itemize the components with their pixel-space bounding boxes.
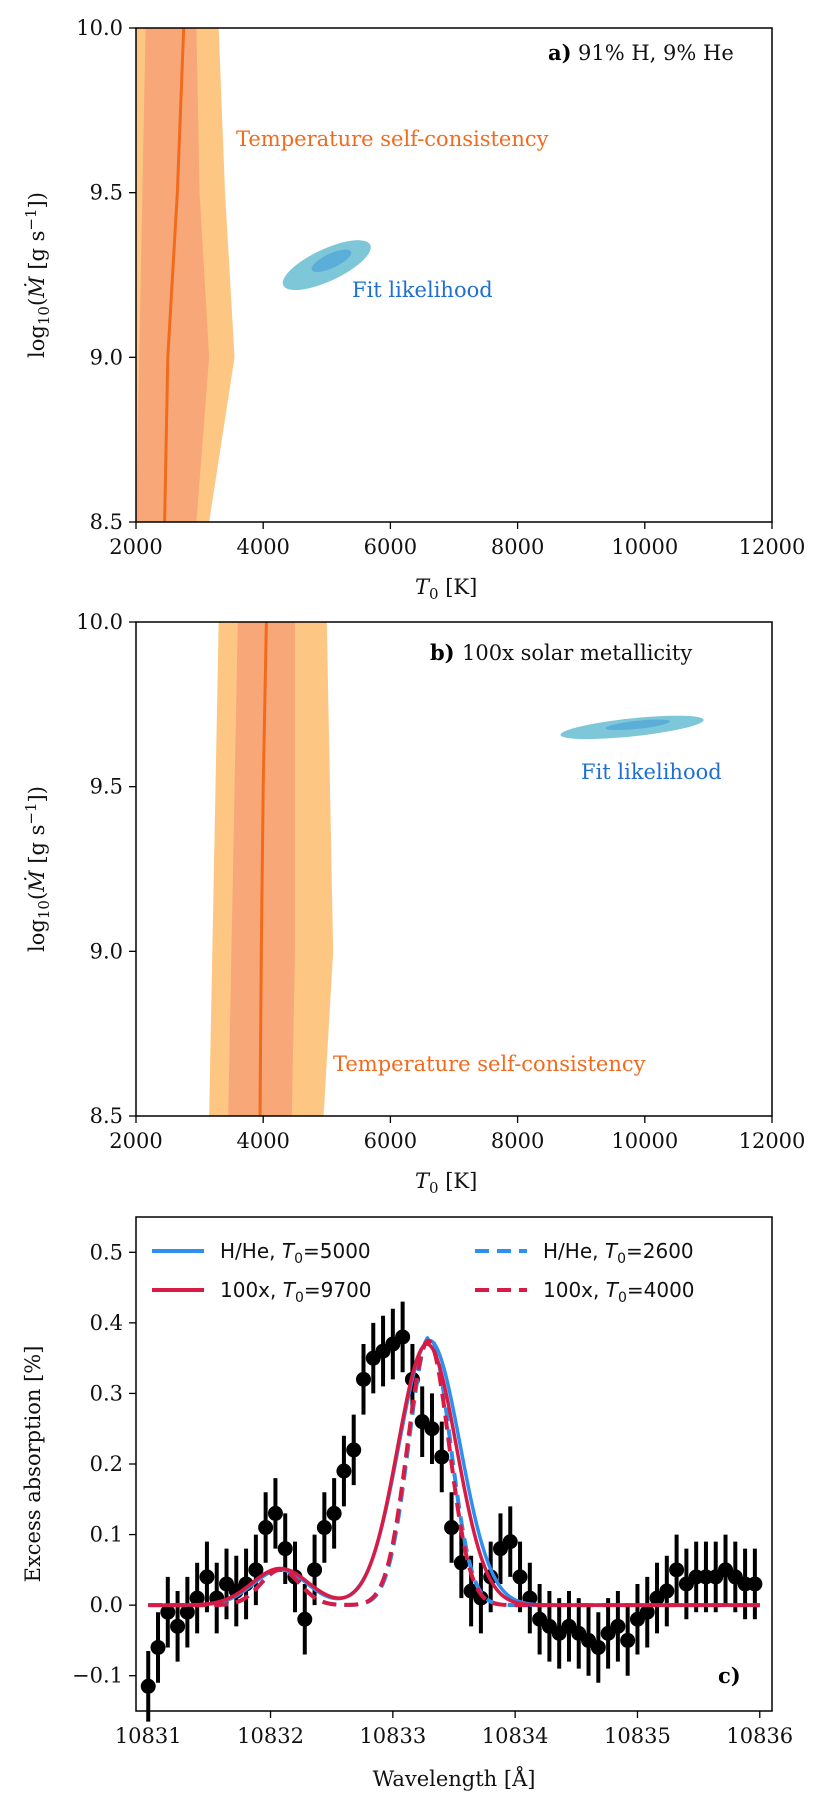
panel-b: 2000 4000 6000 8000 10000 12000 8.5 9.0 9.5 10.0… <box>22 610 805 1197</box>
c-data-point <box>502 1534 518 1550</box>
a-xlabel: T0 [K] <box>415 575 477 603</box>
panel-a: 2000 4000 6000 8000 10000 12000 8.5 9.0 9.5 10.0… <box>22 16 805 603</box>
c-data-point <box>610 1618 626 1634</box>
c-data-point <box>267 1505 283 1521</box>
c-data-point <box>434 1449 450 1465</box>
c-data-point <box>620 1632 636 1648</box>
c-data-point <box>160 1604 176 1620</box>
c-data-point <box>307 1562 323 1578</box>
c-ytick-label: 0.5 <box>90 1240 123 1264</box>
b-fit-inner-region <box>605 719 671 731</box>
b-xtick-label: 8000 <box>491 1129 544 1153</box>
a-axes-frame <box>135 27 773 523</box>
c-ytick-label: 0.0 <box>90 1593 123 1617</box>
c-data-point <box>316 1520 332 1536</box>
a-best-fit-line <box>163 27 186 523</box>
c-data-point <box>150 1639 166 1655</box>
c-data-point <box>590 1639 606 1655</box>
c-data-point <box>395 1329 411 1345</box>
b-xlabel: T0 [K] <box>415 1169 477 1197</box>
b-ytick-label: 8.5 <box>90 1104 123 1128</box>
a-ytick-label: 8.5 <box>90 510 123 534</box>
a-xtick-label: 6000 <box>364 535 417 559</box>
a-ytick-label: 9.0 <box>90 345 123 369</box>
b-panel-text: 100x solar metallicity <box>462 641 692 665</box>
b-axes-frame <box>135 621 773 1117</box>
c-series-line <box>148 1338 760 1608</box>
c-data-point <box>355 1371 371 1387</box>
b-ytick-label: 10.0 <box>76 610 123 634</box>
c-data-point <box>659 1583 675 1599</box>
c-legend: H/He, T0=5000 H/He, T0=2600 100x, T0=9700 1… <box>152 1239 695 1306</box>
b-xtick-label: 6000 <box>364 1129 417 1153</box>
c-panel-label: c) <box>718 1663 741 1688</box>
b-temperature-annotation: Temperature self-consistency <box>333 1052 646 1076</box>
c-data-point <box>277 1541 293 1557</box>
b-ytick-label: 9.5 <box>90 775 123 799</box>
b-fit-annotation: Fit likelihood <box>581 760 722 784</box>
b-best-fit-line <box>258 621 268 1117</box>
a-fit-inner-region <box>311 249 352 272</box>
c-data-point <box>453 1555 469 1571</box>
c-data-point <box>189 1590 205 1606</box>
b-panel-label: b) <box>430 640 455 665</box>
c-data-point <box>199 1569 215 1585</box>
c-data-point <box>297 1611 313 1627</box>
c-legend-label: 100x, T0=4000 <box>543 1278 695 1306</box>
b-ytick-label: 9.0 <box>90 939 123 963</box>
a-fit-annotation: Fit likelihood <box>352 278 493 302</box>
a-xtick-label: 8000 <box>491 535 544 559</box>
c-data-point <box>747 1576 763 1592</box>
c-xtick-label: 10833 <box>359 1724 426 1748</box>
a-panel-label: a) <box>548 40 572 65</box>
a-ylabel: log10(Ṁ [g s−1]) <box>22 192 53 358</box>
a-panel-text: 91% H, 9% He <box>578 41 734 65</box>
c-data-point <box>444 1520 460 1536</box>
b-ylabel: log10(Ṁ [g s−1]) <box>22 786 53 952</box>
a-xtick-label: 4000 <box>236 535 289 559</box>
c-ytick-label: −0.1 <box>72 1664 123 1688</box>
b-xtick-label: 10000 <box>611 1129 678 1153</box>
c-data-point <box>248 1562 264 1578</box>
c-data-point <box>179 1604 195 1620</box>
c-data-point <box>424 1421 440 1437</box>
c-xtick-label: 10835 <box>604 1724 671 1748</box>
a-ytick-label: 10.0 <box>76 16 123 40</box>
c-ylabel: Excess absorption [%] <box>21 1346 45 1583</box>
c-data-point <box>336 1463 352 1479</box>
c-ytick-label: 0.2 <box>90 1452 123 1476</box>
c-xtick-label: 10831 <box>115 1724 182 1748</box>
c-data-point <box>326 1505 342 1521</box>
c-data-point <box>170 1618 186 1634</box>
c-xtick-label: 10834 <box>482 1724 549 1748</box>
panel-c: 10831 10832 10833 10834 10835 10836 −0.1 0.0 0.… <box>21 1216 793 1791</box>
b-xtick-label: 2000 <box>109 1129 162 1153</box>
a-temperature-annotation: Temperature self-consistency <box>236 127 549 151</box>
c-data-point <box>669 1562 685 1578</box>
c-data-point <box>140 1678 156 1694</box>
c-ytick-label: 0.3 <box>90 1381 123 1405</box>
c-ytick-label: 0.4 <box>90 1311 123 1335</box>
b-xtick-label: 4000 <box>236 1129 289 1153</box>
c-legend-label: H/He, T0=5000 <box>220 1239 371 1267</box>
a-ytick-label: 9.5 <box>90 181 123 205</box>
c-ytick-label: 0.1 <box>90 1523 123 1547</box>
c-xtick-label: 10832 <box>237 1724 304 1748</box>
c-data-point <box>258 1520 274 1536</box>
c-xtick-label: 10836 <box>726 1724 793 1748</box>
c-data-point <box>346 1442 362 1458</box>
c-data-point <box>473 1590 489 1606</box>
c-legend-label: 100x, T0=9700 <box>220 1278 372 1306</box>
a-xtick-label: 10000 <box>611 535 678 559</box>
c-data-point <box>512 1569 528 1585</box>
a-xtick-label: 2000 <box>109 535 162 559</box>
c-xlabel: Wavelength [Å] <box>373 1766 536 1791</box>
c-data-point <box>639 1604 655 1620</box>
a-xtick-label: 12000 <box>739 535 806 559</box>
c-legend-label: H/He, T0=2600 <box>543 1239 694 1267</box>
b-xtick-label: 12000 <box>739 1129 806 1153</box>
